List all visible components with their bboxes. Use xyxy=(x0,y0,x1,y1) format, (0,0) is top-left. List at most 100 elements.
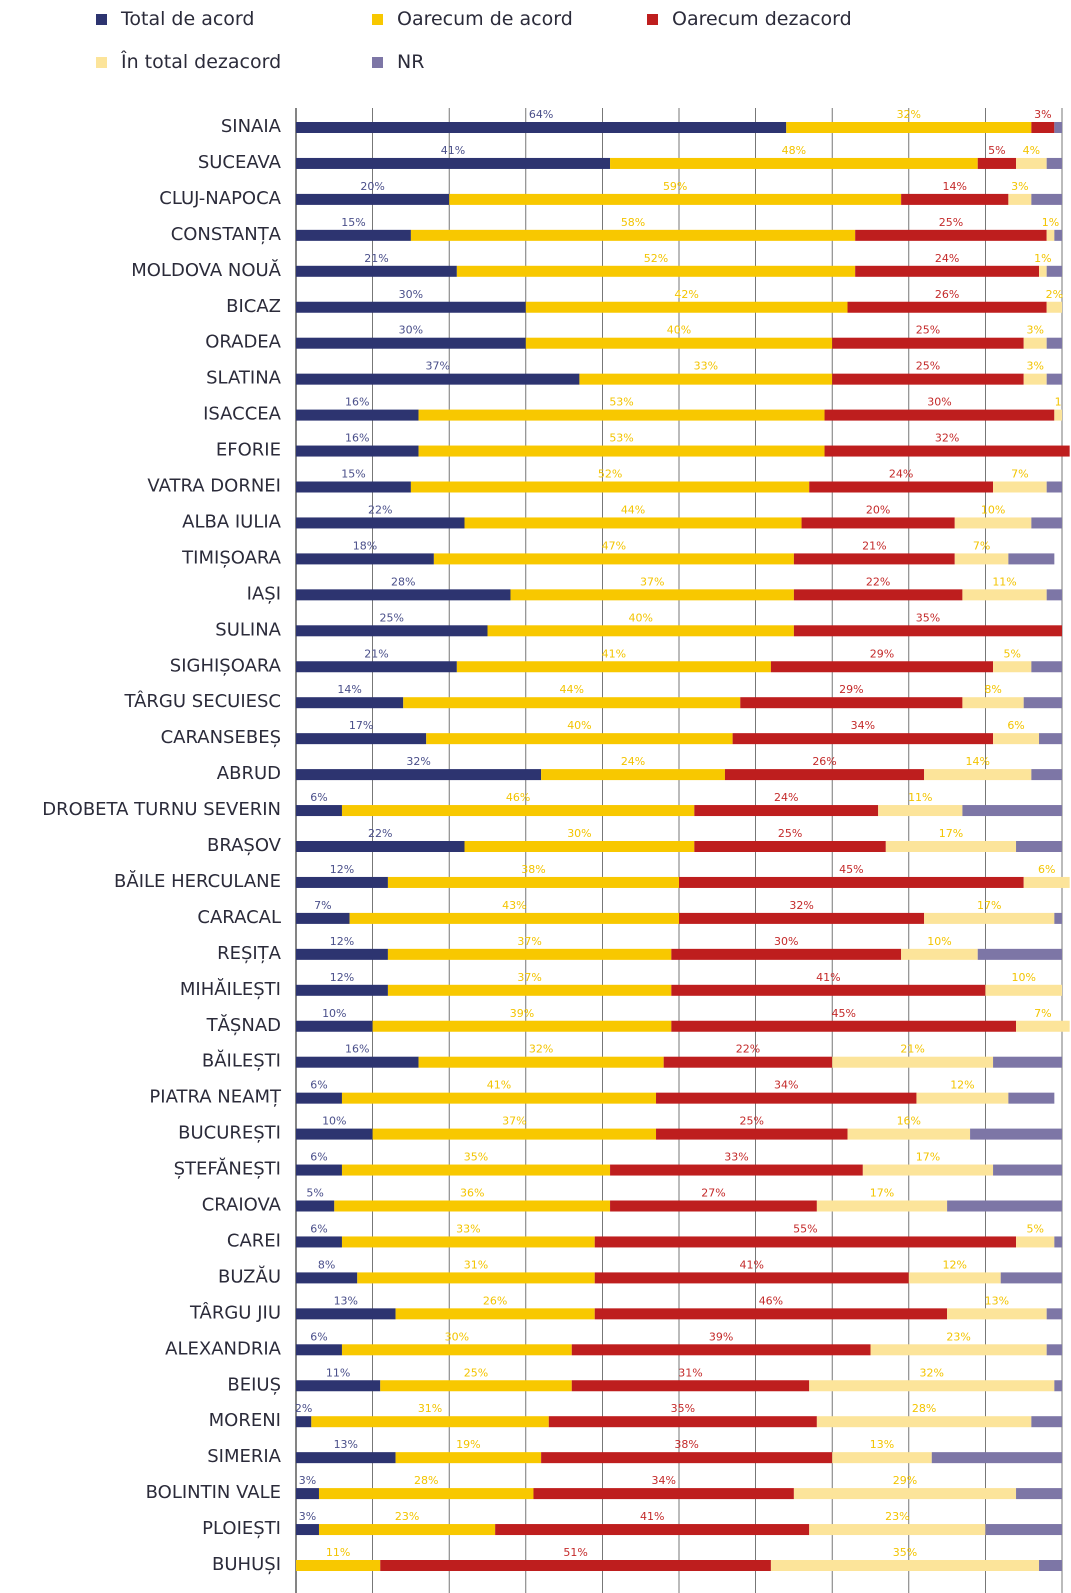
data-label: 13% xyxy=(334,1294,358,1307)
legend-swatch xyxy=(96,56,107,68)
bar-segment xyxy=(1046,1344,1062,1356)
bar-segment xyxy=(372,1020,672,1032)
data-label: 23% xyxy=(395,1510,419,1523)
data-label: 22% xyxy=(368,503,392,516)
bar-segment xyxy=(1023,373,1047,385)
bar-segment xyxy=(870,1344,1047,1356)
legend-item: NR xyxy=(372,51,424,73)
data-label: 30% xyxy=(399,324,423,337)
data-label: 34% xyxy=(774,1079,798,1092)
chart-legend: Total de acord Oarecum de acord Oarecum de… xyxy=(0,0,1071,90)
bar-segment xyxy=(296,661,457,673)
bar-segment xyxy=(341,1236,595,1248)
bar-segment xyxy=(993,1164,1062,1176)
bar-segment xyxy=(1031,1416,1062,1428)
bar-segment xyxy=(341,805,695,817)
bar-segment xyxy=(296,1092,342,1104)
category-label: CARANSEBEȘ xyxy=(161,727,281,748)
legend-label: Total de acord xyxy=(121,8,255,30)
data-label: 3% xyxy=(1026,360,1043,373)
bar-segment xyxy=(878,805,963,817)
bar-segment xyxy=(985,1524,1062,1536)
bar-segment xyxy=(296,625,488,637)
data-label: 12% xyxy=(330,863,354,876)
data-label: 16% xyxy=(345,1043,369,1056)
data-label: 8% xyxy=(984,683,1001,696)
bar-segment xyxy=(296,301,526,313)
bar-segment xyxy=(296,1344,342,1356)
bar-segment xyxy=(296,1524,319,1536)
category-label: SIMERIA xyxy=(207,1446,281,1467)
legend-label: În total dezacord xyxy=(121,51,282,73)
legend-item: Oarecum dezacord xyxy=(647,8,852,30)
data-label: 11% xyxy=(908,791,932,804)
bar-segment xyxy=(1016,1236,1055,1248)
category-label: ORADEA xyxy=(205,332,281,353)
bar-segment xyxy=(832,373,1024,385)
bar-segment xyxy=(855,229,1047,241)
bar-segment xyxy=(993,661,1032,673)
data-label: 24% xyxy=(889,468,913,481)
bar-segment xyxy=(296,193,450,205)
bar-segment xyxy=(1046,373,1062,385)
data-label: 41% xyxy=(487,1079,511,1092)
data-label: 14% xyxy=(337,683,361,696)
bar-segment xyxy=(296,912,350,924)
data-label: 6% xyxy=(310,1079,327,1092)
bar-segment xyxy=(1039,733,1062,745)
data-label: 21% xyxy=(364,252,388,265)
bar-segment xyxy=(724,769,925,781)
bar-segment xyxy=(418,445,825,457)
bar-segment xyxy=(1054,912,1062,924)
data-label: 10% xyxy=(981,503,1005,516)
data-label: 41% xyxy=(740,1258,764,1271)
bar-segment xyxy=(311,1416,549,1428)
category-label: PIATRA NEAMȚ xyxy=(149,1087,282,1108)
bar-segment xyxy=(793,553,955,565)
data-label: 2% xyxy=(295,1402,312,1415)
bar-segment xyxy=(296,805,342,817)
data-label: 33% xyxy=(724,1151,748,1164)
data-label: 52% xyxy=(644,252,668,265)
category-label: REȘIȚA xyxy=(217,943,282,964)
data-label: 21% xyxy=(900,1043,924,1056)
bar-segment xyxy=(901,948,978,960)
data-label: 26% xyxy=(935,288,959,301)
bar-segment xyxy=(464,517,802,529)
bar-segment xyxy=(296,409,419,421)
category-label: BOLINTIN VALE xyxy=(146,1482,281,1503)
data-label: 32% xyxy=(406,755,430,768)
category-label: CRAIOVA xyxy=(202,1195,282,1216)
data-label: 41% xyxy=(602,647,626,660)
data-label: 12% xyxy=(950,1079,974,1092)
bar-segment xyxy=(296,337,526,349)
data-label: 3% xyxy=(1034,108,1051,121)
bar-segment xyxy=(410,229,856,241)
bar-segment xyxy=(456,661,771,673)
bar-segment xyxy=(1008,193,1032,205)
bar-segment xyxy=(809,1524,986,1536)
bar-segment xyxy=(916,1092,1009,1104)
category-label: CARACAL xyxy=(197,907,281,928)
data-label: 29% xyxy=(870,647,894,660)
data-label: 30% xyxy=(774,935,798,948)
bar-segment xyxy=(656,1128,848,1140)
bar-segment xyxy=(671,984,986,996)
data-label: 18% xyxy=(353,539,377,552)
bar-segment xyxy=(296,1488,319,1500)
data-label: 14% xyxy=(966,755,990,768)
bar-segment xyxy=(847,1128,971,1140)
bar-segment xyxy=(296,1416,312,1428)
bar-segment xyxy=(387,984,672,996)
bar-segment xyxy=(1039,265,1047,277)
data-label: 41% xyxy=(441,144,465,157)
data-label: 51% xyxy=(563,1546,587,1559)
data-label: 25% xyxy=(778,827,802,840)
data-label: 37% xyxy=(517,935,541,948)
data-label: 64% xyxy=(529,108,553,121)
data-label: 36% xyxy=(460,1187,484,1200)
data-label: 40% xyxy=(667,324,691,337)
bar-segment xyxy=(579,373,833,385)
data-label: 39% xyxy=(709,1330,733,1343)
data-label: 25% xyxy=(916,324,940,337)
